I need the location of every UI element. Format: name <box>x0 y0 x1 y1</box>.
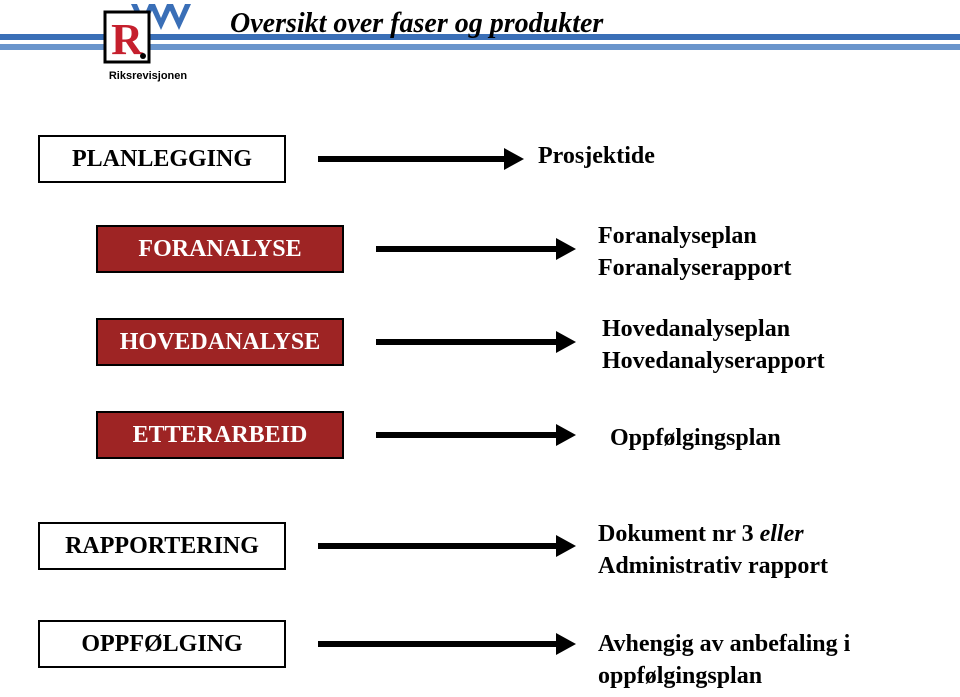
output-line: Administrativ rapport <box>598 550 828 582</box>
arrow-etterarbeid <box>376 420 578 450</box>
phase-box-rapportering: RAPPORTERING <box>38 522 286 570</box>
output-line: Foranalyserapport <box>598 252 791 284</box>
arrow-planlegging <box>318 144 526 174</box>
output-line: Oppfølgingsplan <box>610 422 781 454</box>
svg-text:R: R <box>111 15 144 64</box>
output-line: Prosjektide <box>538 140 655 172</box>
phase-box-etterarbeid: ETTERARBEID <box>96 411 344 459</box>
output-oppfolging: Avhengig av anbefaling ioppfølgingsplan <box>598 628 850 693</box>
arrow-oppfolging <box>318 629 578 659</box>
output-line: Avhengig av anbefaling i <box>598 628 850 660</box>
output-line: oppfølgingsplan <box>598 660 850 692</box>
phase-box-foranalyse: FORANALYSE <box>96 225 344 273</box>
logo-r: R <box>105 12 149 64</box>
phase-box-oppfolging: OPPFØLGING <box>38 620 286 668</box>
arrow-foranalyse <box>376 234 578 264</box>
phase-box-planlegging: PLANLEGGING <box>38 135 286 183</box>
output-line: Hovedanalyseplan <box>602 313 825 345</box>
output-rapportering: Dokument nr 3 ellerAdministrativ rapport <box>598 518 828 583</box>
logo: R Riksrevisjonen <box>98 4 198 82</box>
output-line: Foranalyseplan <box>598 220 791 252</box>
output-line: Dokument nr 3 eller <box>598 518 828 550</box>
page-title: Oversikt over faser og produkter <box>230 8 603 40</box>
logo-text: Riksrevisjonen <box>98 70 198 82</box>
arrow-hovedanalyse <box>376 327 578 357</box>
output-etterarbeid: Oppfølgingsplan <box>610 422 781 454</box>
output-foranalyse: ForanalyseplanForanalyserapport <box>598 220 791 285</box>
output-planlegging: Prosjektide <box>538 140 655 172</box>
arrow-rapportering <box>318 531 578 561</box>
header: R Riksrevisjonen Oversikt over faser og … <box>0 0 960 110</box>
logo-graphic: R <box>103 4 193 68</box>
output-line: Hovedanalyserapport <box>602 345 825 377</box>
phase-box-hovedanalyse: HOVEDANALYSE <box>96 318 344 366</box>
output-hovedanalyse: HovedanalyseplanHovedanalyserapport <box>602 313 825 378</box>
